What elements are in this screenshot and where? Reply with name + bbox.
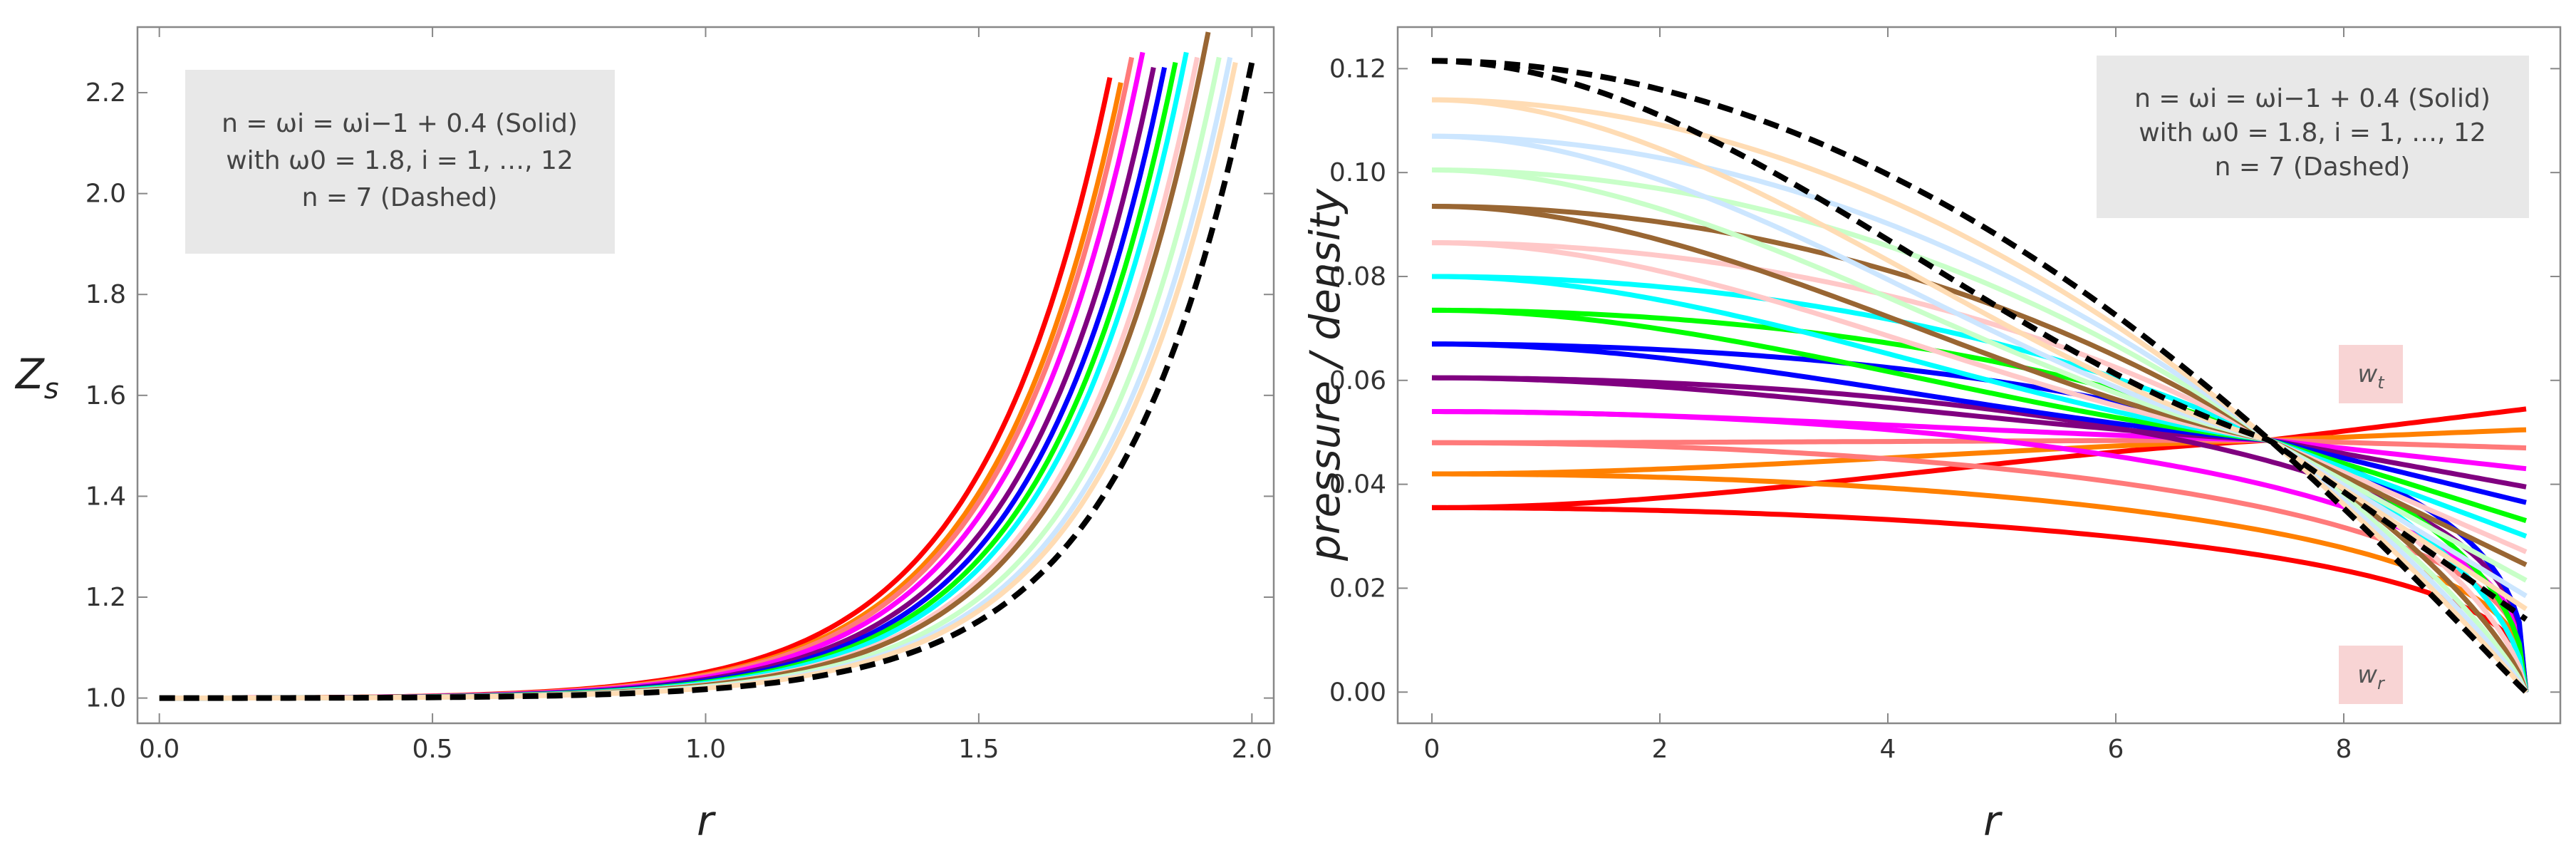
right-y-tick-label: 0.04 xyxy=(1329,470,1386,500)
right-wr-series-i-12 xyxy=(1432,133,2528,694)
left-series-group xyxy=(159,31,1255,701)
left-legend-box: n = ωi = ωi−1 + 0.4 (Solid) with ω0 = 1.… xyxy=(185,70,615,254)
right-wr-series-i-11 xyxy=(1432,167,2529,693)
right-wt-series-i-2 xyxy=(1432,427,2527,477)
right-y-tick-label: 0.02 xyxy=(1329,574,1386,603)
annotation-wr-subscript: r xyxy=(2377,673,2386,693)
right-legend-box: n = ωi = ωi−1 + 0.4 (Solid) with ω0 = 1.… xyxy=(2097,56,2529,218)
left-panel-zs-vs-r: 0.0 0.5 1.0 1.5 2.0 1.0 1.2 1.4 1.6 1.8 2.0 2.2 n =… xyxy=(14,26,1275,843)
right-x-tick-label: 2 xyxy=(1652,735,1668,764)
right-x-tick-label: 6 xyxy=(2108,735,2124,764)
annotation-wr-label: wr xyxy=(2357,661,2386,693)
right-wt-series-i-10 xyxy=(1431,204,2528,567)
annotation-wt: wt xyxy=(2339,345,2403,403)
annotation-wt-base: w xyxy=(2357,360,2377,388)
right-panel-pressure-density-vs-r: 0 2 4 6 8 0.00 0.02 0.04 0.06 0.08 0.10 0.12 n = ωi… xyxy=(1301,26,2562,843)
right-x-tick-label: 0 xyxy=(1424,735,1440,764)
left-y-tick-label: 1.6 xyxy=(85,381,126,410)
right-wt-series-i-7 xyxy=(1432,307,2528,523)
left-ticks: 0.0 0.5 1.0 1.5 2.0 1.0 1.2 1.4 1.6 1.8 2.0 2.2 xyxy=(85,27,1274,764)
annotation-wr-background xyxy=(2339,646,2403,704)
annotation-wt-label: wt xyxy=(2357,360,2385,393)
right-ticks: 0 2 4 6 8 0.00 0.02 0.04 0.06 0.08 0.10 0.12 xyxy=(1329,27,2560,764)
right-wt-series-i-11 xyxy=(1431,167,2528,583)
right-wt-series-i-12 xyxy=(1431,133,2528,599)
right-y-tick-label: 0.08 xyxy=(1329,262,1386,291)
left-y-tick-label: 2.2 xyxy=(85,78,126,108)
left-y-tick-label: 1.4 xyxy=(85,482,126,511)
right-wr-series-i-3 xyxy=(1432,440,2529,693)
left-y-axis-label-base: Z xyxy=(14,350,45,398)
right-wt-series-i-4 xyxy=(1432,409,2527,472)
left-x-tick-label: 0.5 xyxy=(412,735,452,764)
right-wr-series-i-13 xyxy=(1432,97,2528,694)
left-legend-line-2: with ω0 = 1.8, i = 1, …, 12 xyxy=(226,146,573,175)
right-wt-series-i-9 xyxy=(1432,240,2528,554)
left-x-tick-label: 1.0 xyxy=(685,735,726,764)
left-legend-line-1: n = ωi = ωi−1 + 0.4 (Solid) xyxy=(222,109,578,138)
left-x-tick-label: 2.0 xyxy=(1232,735,1272,764)
annotation-wr-base: w xyxy=(2357,661,2377,689)
right-x-axis-label: r xyxy=(1983,797,2003,843)
right-y-tick-label: 0.06 xyxy=(1329,366,1386,395)
annotation-wr: wr xyxy=(2339,646,2403,704)
right-wt-series-i-8 xyxy=(1432,274,2528,539)
left-legend-line-3: n = 7 (Dashed) xyxy=(302,183,498,212)
left-y-tick-label: 1.2 xyxy=(85,583,126,612)
left-y-axis-label-subscript: s xyxy=(44,373,59,405)
right-legend-line-3: n = 7 (Dashed) xyxy=(2215,152,2411,182)
left-y-axis-label: Zs xyxy=(14,350,59,405)
right-y-axis-label: pressure / density xyxy=(1301,188,1349,562)
right-series-group xyxy=(1431,58,2529,695)
annotation-wt-background xyxy=(2339,345,2403,403)
right-wt-series-i-6 xyxy=(1432,341,2527,505)
right-x-tick-label: 8 xyxy=(2336,735,2352,764)
left-x-axis-label: r xyxy=(697,797,716,843)
right-wt-series-i-3 xyxy=(1432,438,2527,451)
right-wt-series-n-7-dashed- xyxy=(1431,58,2528,622)
right-x-tick-label: 4 xyxy=(1880,735,1896,764)
right-wt-series-i-5 xyxy=(1431,375,2527,490)
right-wr-series-n-7-dashed- xyxy=(1432,58,2528,695)
right-y-tick-label: 0.12 xyxy=(1329,54,1386,83)
right-wr-series-i-1 xyxy=(1432,505,2529,693)
left-y-tick-label: 1.8 xyxy=(85,280,126,309)
right-legend-line-2: with ω0 = 1.8, i = 1, …, 12 xyxy=(2139,118,2486,148)
right-wt-series-i-13 xyxy=(1432,97,2528,611)
left-series-n-7-dashed- xyxy=(159,61,1255,701)
right-y-tick-label: 0.10 xyxy=(1329,158,1386,187)
annotation-wt-subscript: t xyxy=(2377,373,2385,393)
right-wr-series-i-2 xyxy=(1432,471,2529,693)
left-x-tick-label: 1.5 xyxy=(958,735,999,764)
right-legend-line-1: n = ωi = ωi−1 + 0.4 (Solid) xyxy=(2134,84,2491,113)
right-legend-background xyxy=(2097,56,2529,218)
right-y-tick-label: 0.00 xyxy=(1329,678,1386,707)
left-x-tick-label: 0.0 xyxy=(139,735,180,764)
left-y-tick-label: 2.0 xyxy=(85,180,126,209)
left-legend-background xyxy=(185,70,615,254)
left-y-tick-label: 1.0 xyxy=(85,684,126,713)
